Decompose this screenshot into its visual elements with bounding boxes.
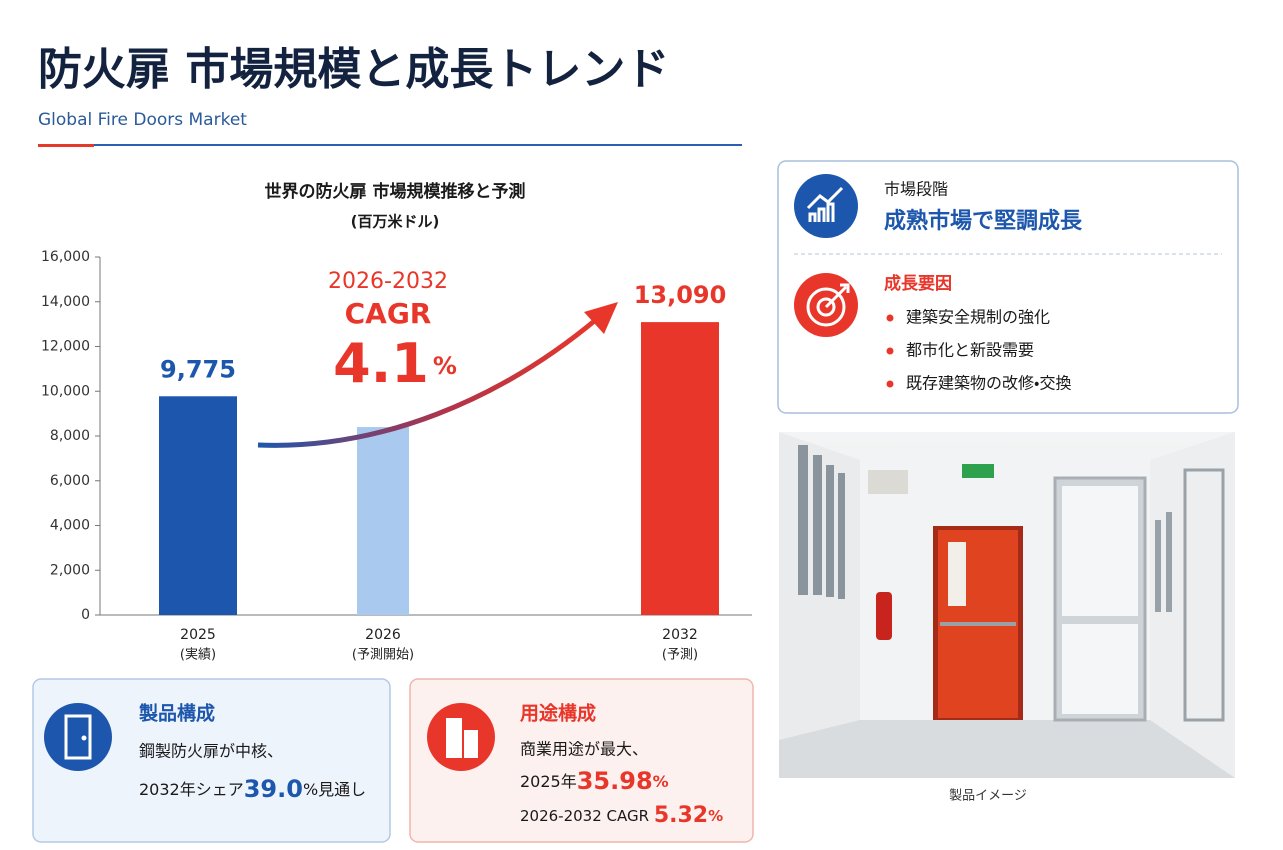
product-card-line: 鋼製防火扉が中核、 [139,742,283,761]
stage-label: 市場段階 [884,180,948,199]
photo-floor [779,720,1235,778]
x-tick-label: 2032 [662,627,698,643]
driver-bullet [886,347,894,355]
product-icon-knob [81,735,87,741]
y-tick-label: 12,000 [41,339,90,355]
photo-right-door [1183,468,1225,722]
x-tick-note: (実績) [180,647,216,663]
chart-title: 世界の防火扉 市場規模推移と予測 [265,181,526,202]
page-title: 防火扉 市場規模と成長トレンド [38,44,669,95]
y-tick-label: 4,000 [50,518,90,534]
driver-icon-ring [806,287,846,327]
cagr-label: CAGR [345,297,432,330]
stage-value: 成熟市場で堅調成長 [884,208,1083,234]
y-tick-label: 10,000 [41,383,90,399]
application-card-line: 2026-2032 CAGR 5.32% [520,803,723,828]
product-icon-door [64,714,92,760]
application-card-title: 用途構成 [520,702,596,725]
product-share-value: 39.0 [244,775,303,803]
cagr-value: 4.1 [333,332,429,395]
value-label: 13,090 [634,281,727,309]
photo-window-pane [1062,624,1138,714]
x-tick-label: 2025 [180,627,216,643]
y-tick-label: 16,000 [41,249,90,265]
driver-icon-ring [816,297,836,317]
product-icon [44,703,112,771]
photo-box [868,470,908,494]
photo-door-notice [948,542,966,606]
application-cagr-pre: 2026-2032 CAGR [520,807,654,825]
application-share-pre: 2025年 [520,772,577,791]
arrow-head [584,302,618,334]
photo-push-bar [940,622,1016,626]
application-share-value: 35.98 [577,767,653,795]
bar [641,322,719,615]
photo-exit-sign [962,464,994,478]
divider-red [38,144,94,147]
y-tick-label: 14,000 [41,294,90,310]
y-tick-label: 6,000 [50,473,90,489]
photo-left-windows [798,445,845,599]
bar [159,396,237,615]
application-card-line: 2025年35.98% [520,767,669,795]
application-card [409,678,754,843]
product-card [32,678,391,843]
application-cagr-value: 5.32 [654,803,708,828]
driver-bullet [886,380,894,388]
drivers-title: 成長要因 [884,273,952,294]
application-share-unit: % [653,772,669,791]
y-tick-label: 8,000 [50,428,90,444]
page-subtitle: Global Fire Doors Market [38,110,247,130]
product-photo [779,432,1235,778]
application-icon-buildings [446,718,478,758]
product-card-line: 2032年シェア39.0%見通し [139,775,366,803]
stage-icon-bars [808,202,835,222]
x-tick-note: (予測) [662,648,698,663]
driver-item: 都市化と新設需要 [906,341,1034,360]
photo-window-pane [1062,486,1138,616]
x-tick-note: (予測開始) [352,648,414,663]
bar-chart: 0 2,000 4,000 6,000 8,000 10,000 12,000 14,000 1… [41,249,752,663]
driver-item: 既存建築物の改修・交換 [906,374,1071,393]
stage-icon [794,174,858,238]
chart-subtitle: (百万米ドル) [351,213,440,231]
photo-right-windows [1155,512,1172,612]
product-share-post: %見通し [303,780,366,799]
driver-bullet [886,314,894,322]
x-tick-label: 2026 [365,627,401,643]
application-cagr-unit: % [708,807,723,825]
photo-extinguisher [876,592,892,640]
driver-item: 建築安全規制の強化 [906,308,1050,327]
y-tick-label: 0 [81,607,90,623]
driver-icon-arrow [824,283,850,309]
product-card-title: 製品構成 [138,702,215,725]
application-card-line: 商業用途が最大、 [520,740,648,759]
stage-icon-trend [806,186,844,210]
y-tick-label: 2,000 [50,562,90,578]
photo-caption: 製品イメージ [949,789,1027,804]
cagr-value-line: 4.1% [333,332,457,395]
cagr-unit: % [433,352,457,380]
value-label: 9,775 [160,355,236,383]
divider-blue [94,144,742,146]
product-share-pre: 2032年シェア [139,780,244,799]
growth-arrow [257,316,600,448]
cagr-period: 2026-2032 [328,269,448,294]
bar [357,427,409,615]
